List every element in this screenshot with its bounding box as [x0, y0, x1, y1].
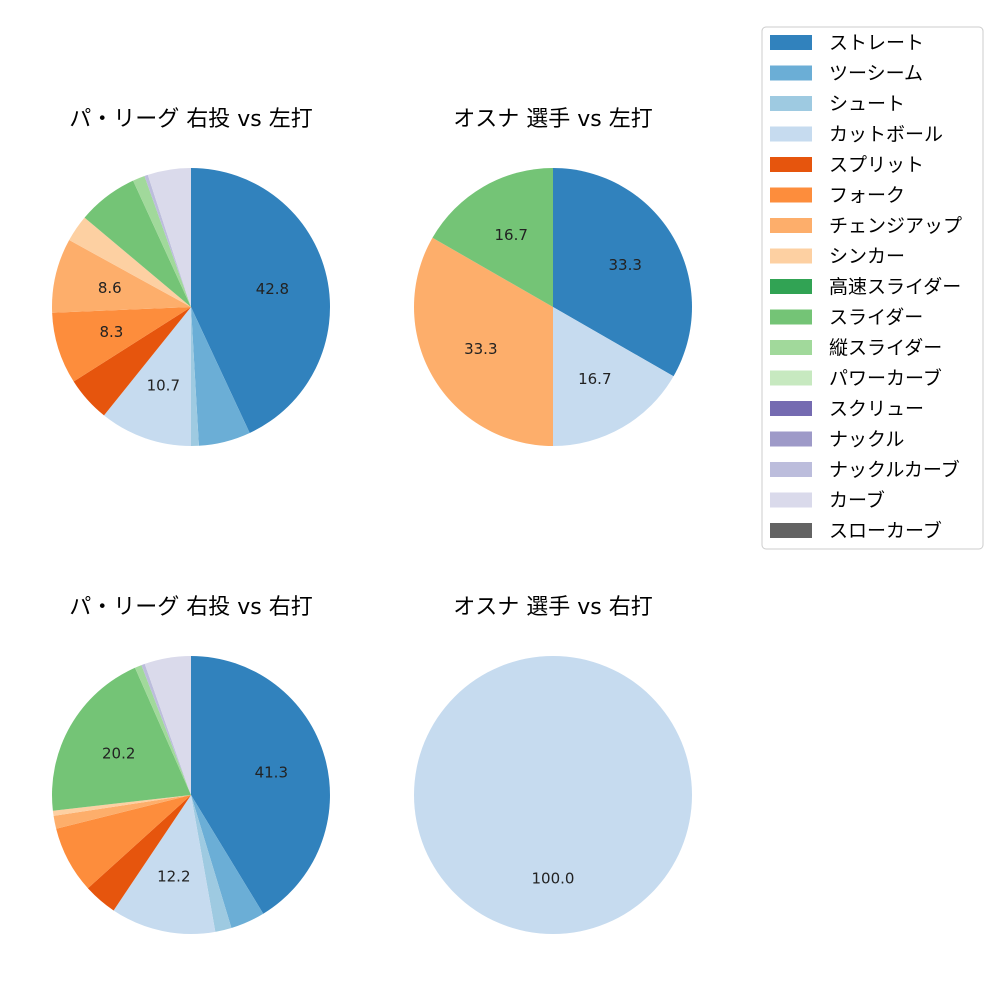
- pie-slice: [133, 176, 191, 307]
- pie-slice: [144, 174, 191, 307]
- legend-label: ストレート: [829, 32, 924, 54]
- legend-swatch: [770, 157, 812, 172]
- pie-slice-label: 10.7: [147, 377, 180, 395]
- pie-slice: [147, 168, 191, 307]
- pie-slice-label: 8.6: [98, 279, 122, 297]
- pie-chart-4: 100.0: [414, 656, 692, 934]
- legend-swatch: [770, 65, 812, 81]
- pie-slice-label: 8.3: [99, 323, 123, 341]
- legend-swatch: [770, 309, 812, 325]
- legend-swatch: [770, 187, 812, 203]
- pie-slice: [191, 307, 250, 446]
- pie-slice-label: 16.7: [494, 226, 527, 244]
- pie-slice: [52, 240, 192, 313]
- pie-charts: パ・リーグ 右投 vs 左打 オスナ 選手 vs 左打 パ・リーグ 右投 vs …: [52, 107, 692, 934]
- pie-slice: [553, 168, 692, 377]
- pie-slice-label: 41.3: [255, 764, 288, 782]
- legend-label: ナックルカーブ: [829, 458, 960, 481]
- pie-slice: [113, 795, 216, 934]
- pie-slice-label: 100.0: [532, 869, 575, 887]
- pie-chart-3: 41.3 12.2 20.2: [52, 656, 330, 934]
- pie-chart-1: 42.8 10.7 8.3 8.6: [52, 168, 331, 447]
- legend-swatch: [770, 279, 812, 294]
- legend-swatch: [770, 35, 812, 50]
- legend-frame: [761, 26, 984, 550]
- pie-slice-label: 33.3: [464, 340, 497, 358]
- pie-slice: [191, 656, 330, 914]
- legend-label: シンカー: [829, 246, 905, 268]
- pie-slice: [84, 180, 191, 307]
- pie-slice-label: 42.8: [256, 280, 289, 298]
- legend-swatch: [770, 248, 812, 264]
- legend-swatch: [770, 462, 812, 477]
- legend-swatch: [770, 523, 812, 538]
- legend-label: ツーシーム: [829, 63, 923, 85]
- pie-slice: [432, 168, 553, 307]
- pie-slice: [191, 307, 199, 447]
- pie-slice: [553, 307, 674, 446]
- pie-slice: [56, 795, 192, 889]
- legend-swatch: [770, 431, 812, 447]
- legend-swatch: [770, 96, 812, 111]
- pie-chart-2: 33.3 16.7 33.3 16.7: [414, 168, 692, 446]
- pie-slice-label: 16.7: [578, 370, 611, 388]
- pie-slice: [52, 667, 192, 811]
- pie-slice: [141, 663, 191, 795]
- legend-label: パワーカーブ: [829, 367, 942, 390]
- pie-slice: [103, 307, 191, 446]
- legend-label: フォーク: [829, 185, 905, 207]
- legend-swatch: [770, 340, 812, 355]
- pie-slice: [414, 656, 692, 934]
- legend-swatch: [770, 370, 812, 386]
- chart-title-3: パ・リーグ 右投 vs 右打: [69, 595, 312, 620]
- legend-label: スプリット: [829, 154, 924, 176]
- legend: ストレートツーシームシュートカットボールスプリットフォークチェンジアップシンカー…: [761, 26, 984, 550]
- pie-slice: [144, 656, 191, 795]
- legend-swatch: [770, 492, 812, 508]
- legend-label: チェンジアップ: [829, 215, 962, 237]
- legend-label: スローカーブ: [829, 519, 942, 542]
- legend-label: スクリュー: [829, 398, 924, 420]
- pie-slice: [191, 795, 232, 932]
- pie-slice: [191, 795, 264, 928]
- pie-slice: [87, 795, 191, 911]
- legend-label: 縦スライダー: [829, 337, 942, 359]
- legend-label: カットボール: [829, 124, 943, 146]
- legend-label: シュート: [829, 93, 905, 115]
- legend-swatch: [770, 401, 812, 416]
- pie-slice: [414, 237, 553, 446]
- pie-slice: [52, 307, 192, 382]
- legend-label: 高速スライダー: [829, 276, 961, 298]
- legend-label: スライダー: [829, 307, 923, 329]
- pie-slice-label: 20.2: [102, 745, 135, 763]
- pie-slice: [52, 795, 191, 816]
- pie-slice-label: 33.3: [608, 256, 641, 274]
- legend-label: ナックル: [829, 429, 904, 451]
- pie-slice: [135, 665, 191, 795]
- pie-slice: [69, 217, 191, 307]
- legend-swatch: [770, 218, 812, 233]
- pie-slice-label: 12.2: [157, 868, 190, 886]
- chart-title-4: オスナ 選手 vs 右打: [453, 595, 652, 620]
- chart-title-1: パ・リーグ 右投 vs 左打: [69, 107, 312, 132]
- pie-slice: [73, 307, 191, 416]
- pie-slice: [191, 168, 331, 433]
- legend-swatch: [770, 126, 812, 142]
- chart-title-2: オスナ 選手 vs 左打: [453, 107, 652, 132]
- pie-slice: [53, 795, 191, 829]
- legend-label: カーブ: [829, 489, 885, 512]
